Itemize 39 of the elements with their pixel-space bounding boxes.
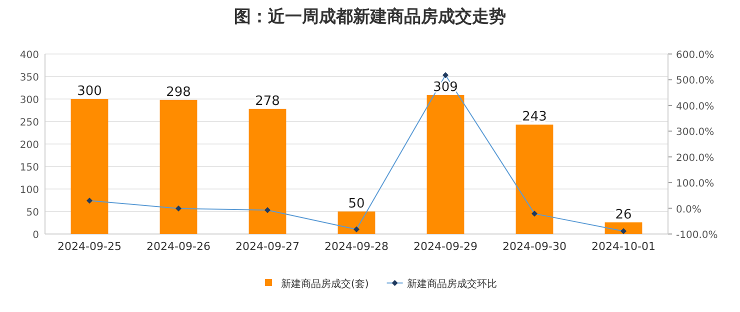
bar	[338, 212, 376, 234]
y2-tick-label: 100.0%	[676, 178, 714, 190]
data-label: 298	[166, 84, 191, 100]
x-tick-label: 2024-09-26	[146, 240, 210, 253]
y2-tick-label: 300.0%	[676, 127, 714, 138]
y-tick-label: 200	[20, 140, 39, 151]
data-label: 50	[348, 196, 365, 212]
data-label: 278	[255, 94, 280, 109]
x-tick-label: 2024-09-27	[236, 240, 300, 253]
y-tick-label: 150	[20, 162, 39, 174]
bar	[160, 100, 198, 234]
bar	[248, 108, 286, 234]
data-label: 26	[615, 207, 632, 222]
y-tick-label: 50	[26, 208, 39, 218]
bar	[516, 124, 554, 234]
bar	[426, 94, 464, 234]
x-tick-label: 2024-09-30	[502, 240, 566, 253]
y-tick-label: 100	[20, 185, 39, 196]
y-tick-label: 400	[20, 50, 39, 61]
y2-tick-label: 500.0%	[676, 76, 714, 87]
legend-label: 新建商品房成交环比	[406, 278, 497, 290]
y-tick-label: 300	[20, 95, 39, 106]
y2-tick-label: 200.0%	[676, 152, 714, 164]
legend-label: 新建商品房成交(套)	[281, 278, 369, 290]
x-tick-label: 2024-09-28	[324, 240, 388, 253]
y-tick-label: 0	[32, 230, 39, 241]
bar	[70, 99, 108, 234]
y-tick-label: 350	[20, 72, 39, 84]
data-label: 243	[522, 110, 547, 125]
y2-tick-label: 400.0%	[676, 101, 714, 112]
y-tick-label: 250	[20, 118, 39, 128]
data-label: 300	[77, 84, 102, 99]
y2-tick-label: 600.0%	[676, 50, 714, 61]
x-tick-label: 2024-09-29	[414, 240, 478, 253]
y2-tick-label: -100.0%	[676, 230, 718, 241]
x-tick-label: 2024-10-01	[592, 240, 656, 253]
x-tick-label: 2024-09-25	[58, 240, 122, 253]
y2-tick-label: 0.0%	[676, 204, 702, 216]
chart-title: 图：近一周成都新建商品房成交走势	[234, 7, 506, 27]
